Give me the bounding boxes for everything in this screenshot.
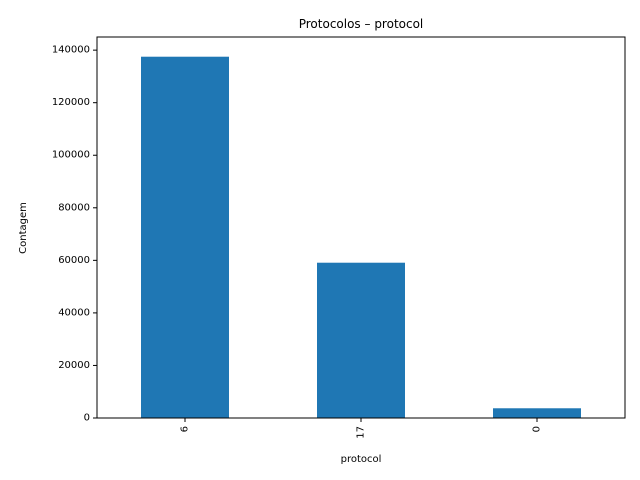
y-tick-label-0: 0 xyxy=(84,413,90,424)
y-tick-label-80000: 80000 xyxy=(58,202,90,213)
bar-0 xyxy=(493,408,581,418)
x-tick-label-0: 0 xyxy=(532,426,543,432)
bars-group xyxy=(141,56,581,418)
x-axis-label: protocol xyxy=(341,454,382,465)
plot-frame xyxy=(96,36,626,419)
y-axis-label: Contagem xyxy=(18,202,29,254)
y-tick-label-40000: 40000 xyxy=(58,307,90,318)
x-axis: 6 17 0 xyxy=(180,418,543,439)
bar-17 xyxy=(317,262,405,418)
chart-title: Protocolos – protocol xyxy=(299,17,424,31)
bar-6 xyxy=(141,56,229,418)
y-axis: 0 20000 40000 60000 80000 100000 120000 140000 xyxy=(52,45,97,424)
y-tick-label-100000: 100000 xyxy=(52,150,90,161)
y-tick-label-20000: 20000 xyxy=(58,360,90,371)
x-tick-label-6: 6 xyxy=(180,426,191,432)
y-tick-label-60000: 60000 xyxy=(58,255,90,266)
x-tick-label-17: 17 xyxy=(356,426,367,439)
y-tick-label-120000: 120000 xyxy=(52,97,90,108)
y-tick-label-140000: 140000 xyxy=(52,45,90,56)
